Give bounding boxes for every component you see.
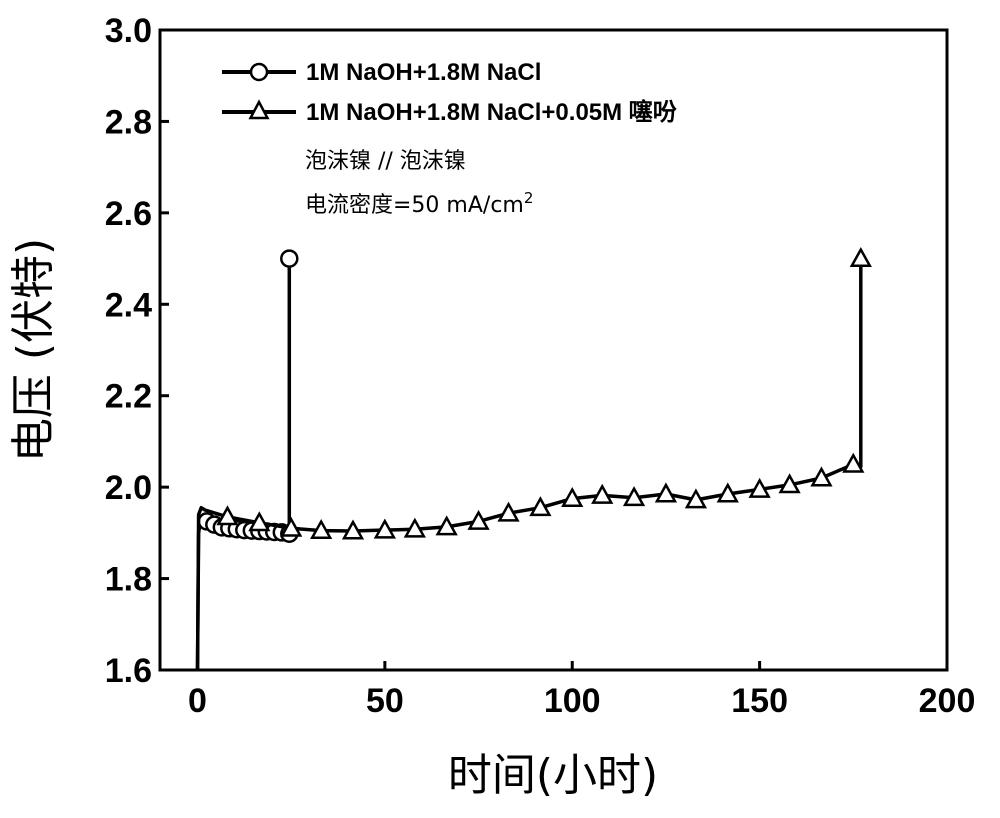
current-density-annotation: 电流密度=50 mA/cm2 (305, 189, 533, 218)
y-tick-label: 2.0 (105, 469, 152, 507)
x-axis-title: 时间(小时) (448, 750, 658, 801)
series-2-end-marker (849, 246, 872, 268)
legend-triangle-marker (248, 99, 270, 120)
axis-ticks: 0 50 100 150 200 1.6 1.8 2.0 2.2 2.4 2.6 2.8 3.0 (105, 12, 976, 720)
series-2-marker (403, 517, 426, 538)
series-1-end-marker (280, 249, 299, 268)
current-density-text: 电流密度=50 mA/cm (305, 193, 524, 218)
series-2-marker (310, 518, 333, 540)
series-line-2 (195, 258, 863, 671)
series-2-marker (591, 483, 614, 504)
series-2-marker (497, 501, 520, 522)
y-tick-label: 2.4 (105, 286, 152, 324)
y-axis-title: 电压 (伏特) (8, 238, 59, 462)
legend-label-2: 1M NaOH+1.8M NaCl+0.05M 噻吩 (306, 98, 677, 126)
y-tick-label: 1.8 (105, 561, 152, 599)
x-tick-label: 100 (544, 682, 601, 720)
series-2-marker (373, 518, 396, 539)
x-tick-label: 50 (366, 682, 404, 720)
series-2-marker (622, 486, 646, 507)
series-2-marker (842, 452, 865, 473)
plot-frame (158, 28, 949, 672)
y-tick-label: 1.6 (105, 652, 152, 690)
x-tick-label: 200 (919, 682, 976, 720)
series-layer (195, 246, 872, 671)
series-2-marker (280, 516, 303, 537)
legend: 1M NaOH+1.8M NaCl 1M NaOH+1.8M NaCl+0.05… (222, 59, 677, 126)
series-2-marker (248, 511, 271, 532)
legend-circle-marker (249, 62, 269, 82)
current-density-superscript: 2 (524, 189, 534, 207)
x-tick-label: 0 (188, 682, 207, 720)
series-line-1 (195, 258, 292, 671)
series-2-marker (435, 515, 458, 536)
series-2-marker (778, 473, 801, 494)
y-tick-label: 3.0 (105, 12, 152, 50)
series-2-marker (216, 505, 239, 526)
series-2-marker (561, 486, 584, 508)
series-2-marker (654, 482, 678, 503)
series-2-marker (467, 509, 490, 530)
y-tick-label: 2.2 (105, 378, 152, 416)
series-2-marker (341, 519, 365, 540)
series-2-marker (716, 482, 739, 503)
series-2-marker (684, 488, 708, 509)
y-tick-label: 2.6 (105, 195, 152, 233)
series-2-marker (810, 466, 833, 487)
x-tick-label: 150 (731, 682, 788, 720)
y-tick-label: 2.8 (105, 103, 152, 141)
series-2-marker (748, 477, 771, 498)
legend-label-1: 1M NaOH+1.8M NaCl (306, 59, 541, 86)
electrode-annotation: 泡沫镍 // 泡沫镍 (305, 149, 466, 174)
series-2-marker (529, 496, 552, 517)
